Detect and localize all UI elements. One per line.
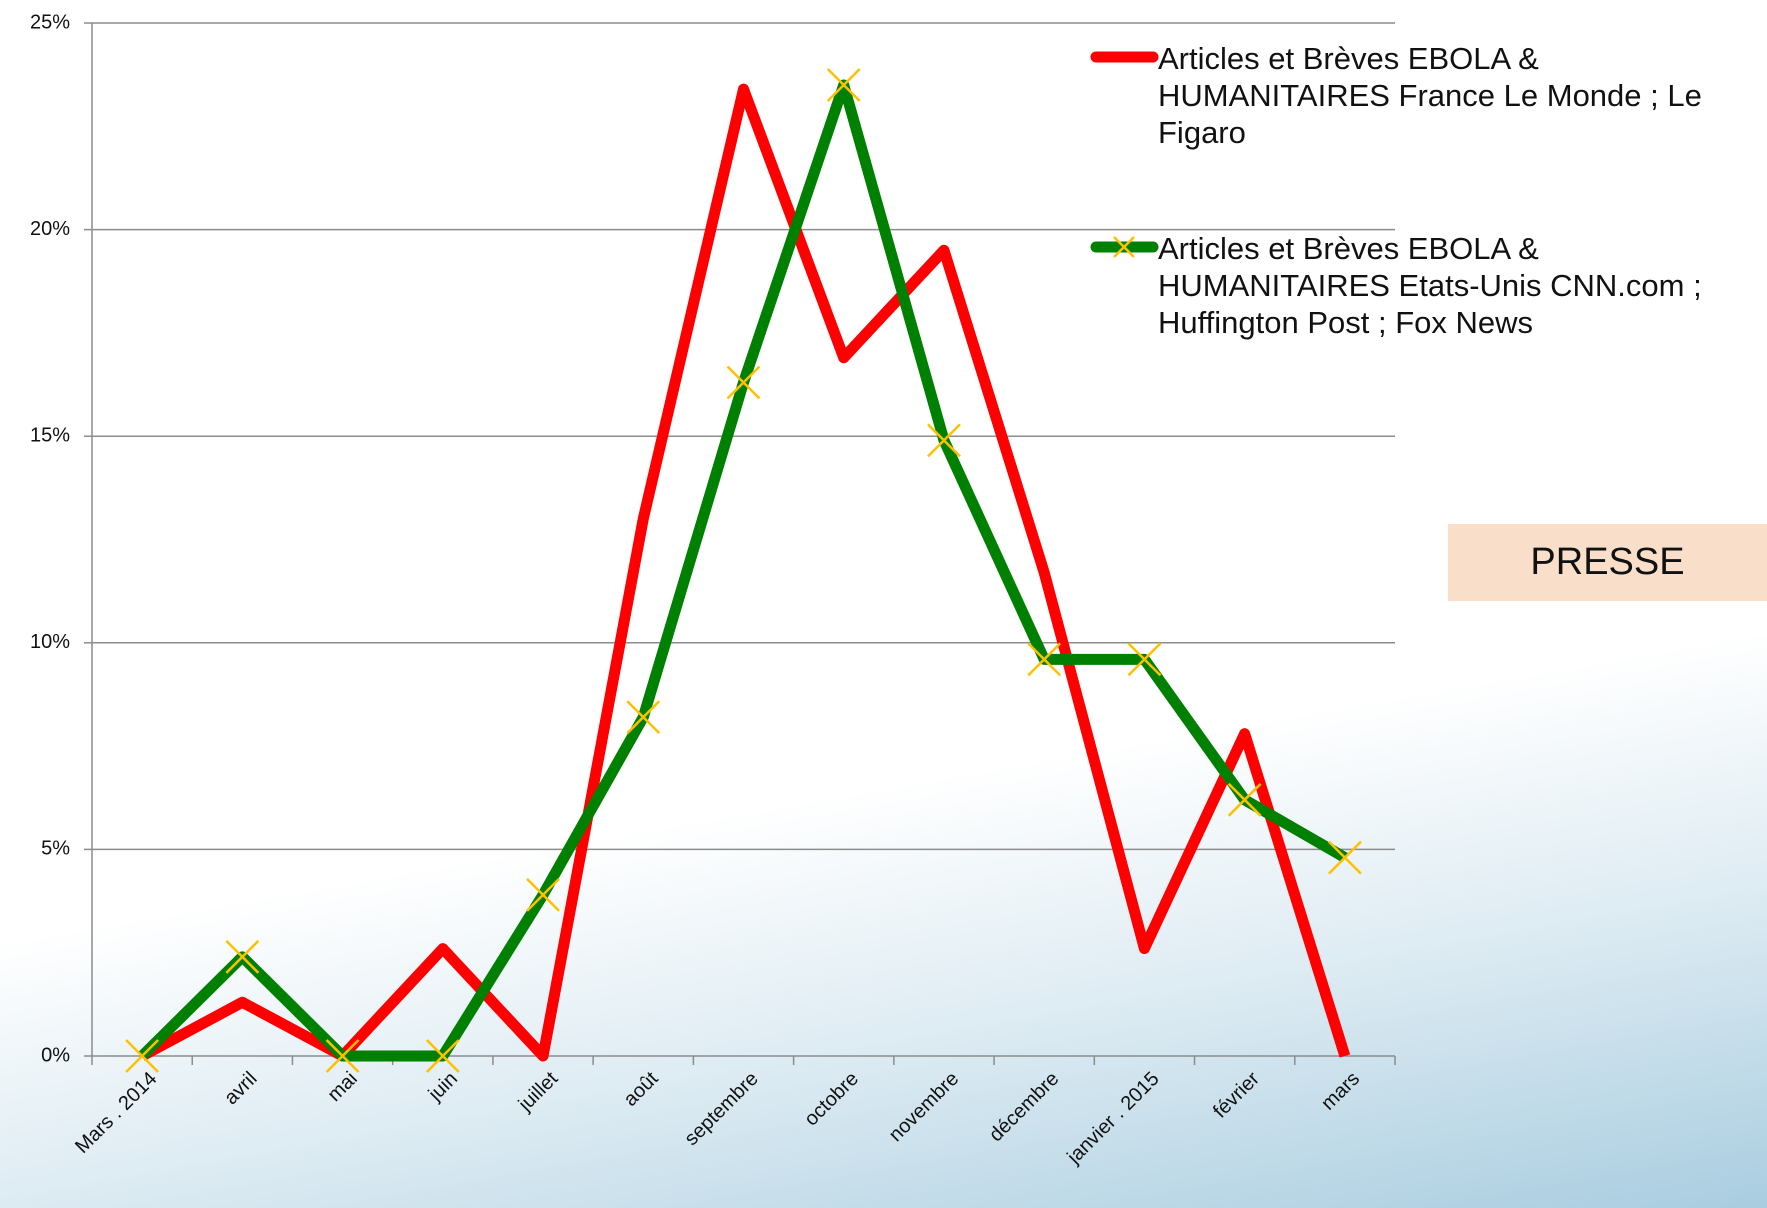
y-tick-label: 0% bbox=[41, 1044, 70, 1066]
y-tick-label: 5% bbox=[41, 838, 70, 860]
marker bbox=[526, 877, 560, 912]
x-tick-label: novembre bbox=[885, 1068, 963, 1146]
marker bbox=[225, 939, 260, 974]
marker bbox=[726, 365, 761, 400]
x-tick-label: juin bbox=[424, 1068, 462, 1106]
marker bbox=[1327, 840, 1362, 875]
y-tick-label: 25% bbox=[30, 11, 70, 33]
x-tick-label: décembre bbox=[985, 1068, 1063, 1146]
x-tick-label: février bbox=[1209, 1067, 1264, 1122]
x-tick-label: mai bbox=[323, 1068, 361, 1106]
marker bbox=[325, 1039, 360, 1073]
x-tick-label: juillet bbox=[514, 1067, 563, 1116]
marker bbox=[626, 700, 661, 735]
x-tick-label: mars bbox=[1317, 1068, 1364, 1115]
marker bbox=[1127, 642, 1162, 677]
x-tick-label: septembre bbox=[680, 1068, 762, 1150]
y-tick-label: 10% bbox=[30, 631, 70, 653]
legend-marker bbox=[1113, 236, 1135, 258]
marker bbox=[125, 1039, 159, 1073]
marker bbox=[927, 423, 961, 458]
x-tick-label: octobre bbox=[800, 1068, 863, 1131]
x-tick-label: Mars . 2014 bbox=[71, 1068, 161, 1158]
annotation: PRESSE bbox=[1448, 524, 1767, 601]
marker bbox=[826, 68, 861, 102]
x-tick-label: août bbox=[619, 1067, 662, 1110]
y-tick-label: 15% bbox=[30, 424, 70, 446]
legend-label: Articles et Brèves EBOLA & HUMANITAIRES … bbox=[1158, 231, 1702, 340]
x-tick-label: janvier . 2015 bbox=[1063, 1068, 1164, 1169]
legend-label: Articles et Brèves EBOLA & HUMANITAIRES … bbox=[1158, 41, 1702, 150]
x-tick-label: avril bbox=[220, 1068, 261, 1109]
marker bbox=[425, 1039, 460, 1073]
y-tick-label: 20% bbox=[30, 218, 70, 240]
marker bbox=[1027, 642, 1062, 677]
marker bbox=[1227, 782, 1262, 817]
